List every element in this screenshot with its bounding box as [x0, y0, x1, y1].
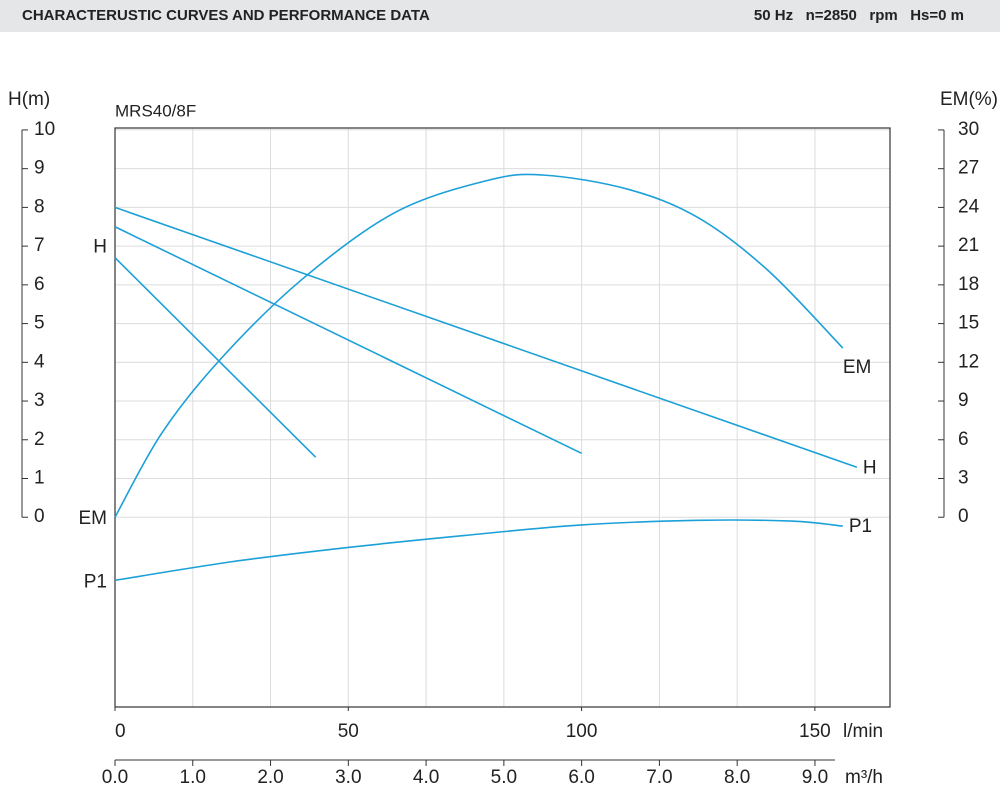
- header-title: CHARACTERUSTIC CURVES AND PERFORMANCE DA…: [22, 7, 430, 24]
- curve-label-end: P1: [849, 516, 872, 537]
- chart-title: MRS40/8F: [115, 101, 196, 120]
- curve-label-start: H: [93, 237, 107, 258]
- curve: [114, 257, 317, 458]
- curve: [114, 206, 858, 469]
- y-tick-label: 10: [34, 119, 55, 140]
- y-tick-label: 1: [34, 468, 45, 489]
- y2-tick-label: 27: [958, 158, 979, 179]
- x2-tick-label: 5.0: [491, 767, 517, 788]
- x-axis-title: l/min: [843, 721, 883, 742]
- y2-tick-label: 30: [958, 119, 979, 140]
- y-axis-title: H(m): [8, 89, 50, 110]
- y2-tick-label: 18: [958, 274, 979, 295]
- x-tick-label: 150: [799, 721, 831, 742]
- y2-tick-label: 6: [958, 429, 969, 450]
- y2-tick-label: 15: [958, 313, 979, 334]
- curve-label-start: P1: [84, 571, 107, 592]
- header-bar: [0, 0, 1000, 32]
- y-tick-label: 3: [34, 390, 45, 411]
- y2-tick-label: 3: [958, 468, 969, 489]
- y-tick-label: 2: [34, 429, 45, 450]
- plot-frame: [114, 127, 891, 708]
- x2-tick-label: 9.0: [802, 767, 828, 788]
- y2-tick-label: 24: [958, 196, 980, 217]
- x-tick-label: 0: [115, 721, 126, 742]
- curve-label-end: H: [863, 457, 877, 478]
- y-tick-label: 8: [34, 196, 45, 217]
- header-conditions: 50 Hz n=2850 rpm Hs=0 m: [754, 7, 964, 24]
- curve: [114, 519, 843, 582]
- y-tick-label: 4: [34, 351, 45, 372]
- x2-tick-label: 1.0: [180, 767, 206, 788]
- curve-label-start: EM: [79, 508, 108, 529]
- curve: [114, 226, 582, 455]
- x2-tick-label: 6.0: [568, 767, 594, 788]
- x-tick-label: 50: [338, 721, 359, 742]
- y2-tick-label: 0: [958, 506, 969, 527]
- x2-tick-label: 4.0: [413, 767, 439, 788]
- x2-tick-label: 7.0: [646, 767, 672, 788]
- x2-tick-label: 3.0: [335, 767, 361, 788]
- y2-axis-title: EM(%): [940, 89, 998, 110]
- y2-tick-label: 21: [958, 235, 979, 256]
- y2-tick-label: 9: [958, 390, 969, 411]
- curve: [114, 173, 844, 518]
- x2-axis-title: m³/h: [845, 767, 883, 788]
- y-tick-label: 7: [34, 235, 45, 256]
- y-tick-label: 0: [34, 506, 45, 527]
- x2-tick-label: 8.0: [724, 767, 750, 788]
- x2-tick-label: 2.0: [257, 767, 283, 788]
- y-tick-label: 5: [34, 313, 45, 334]
- curve-label-end: EM: [843, 357, 872, 378]
- y2-tick-label: 12: [958, 351, 979, 372]
- x2-tick-label: 0.0: [102, 767, 128, 788]
- y-tick-label: 9: [34, 158, 45, 179]
- x-tick-label: 100: [566, 721, 598, 742]
- y-tick-label: 6: [34, 274, 45, 295]
